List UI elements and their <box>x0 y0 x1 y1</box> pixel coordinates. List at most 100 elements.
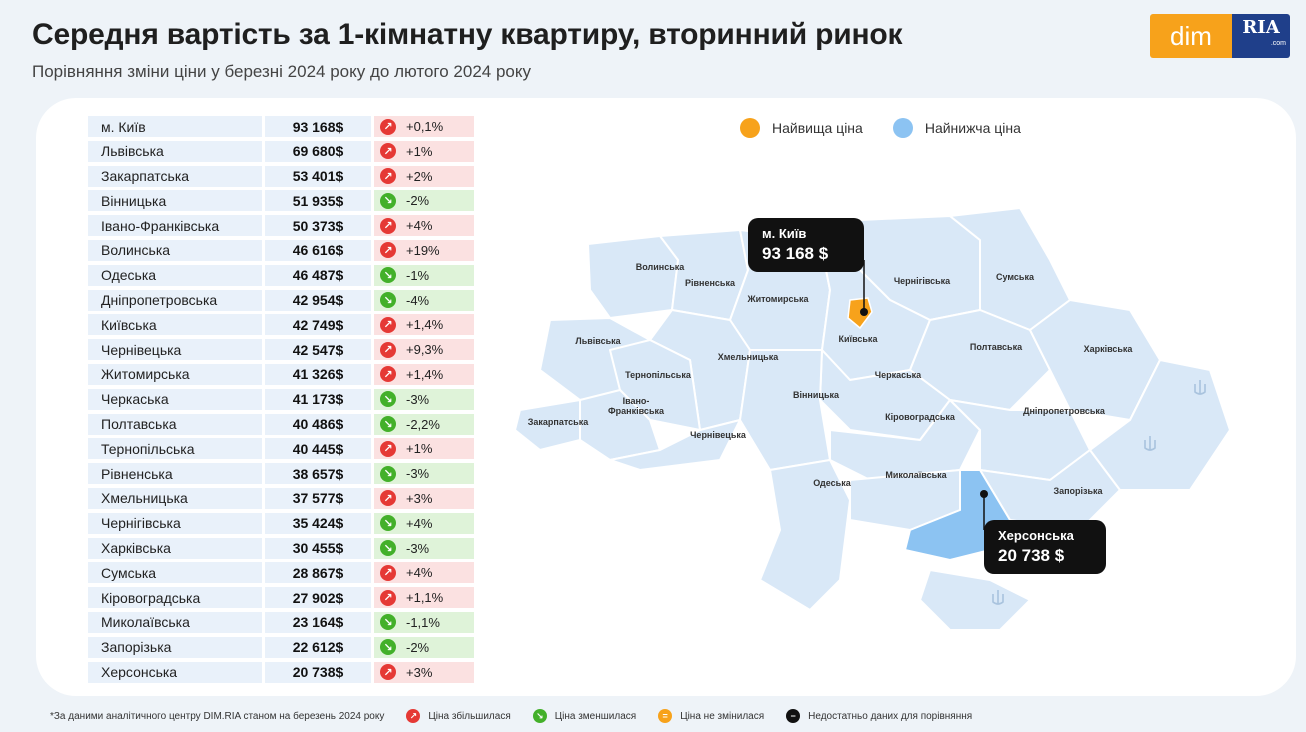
change-value: +1,1% <box>406 590 444 606</box>
region-change: ↘ -4% <box>374 289 474 311</box>
map-label: Сумська <box>996 272 1035 282</box>
region-change: ↗ +1,4% <box>374 363 474 385</box>
arrow-down-icon: ↘ <box>380 391 396 408</box>
change-value: -3% <box>406 466 430 482</box>
trident-icons <box>992 380 1206 605</box>
callout-highest: м. Київ 93 168 $ <box>748 218 864 272</box>
region-price: 37 577$ <box>265 487 371 509</box>
arrow-down-icon: ↘ <box>380 614 396 631</box>
region-price: 40 486$ <box>265 413 371 435</box>
table-row: Хмельницька 37 577$ ↗ +3% <box>88 487 474 509</box>
map-label: Житомирська <box>746 294 809 304</box>
region-name: Черкаська <box>88 388 262 410</box>
change-value: -2% <box>406 639 430 655</box>
table-row: Тернопільська 40 445$ ↗ +1% <box>88 438 474 460</box>
region-change: ↘ -2% <box>374 190 474 212</box>
map-label: Харківська <box>1084 344 1134 354</box>
map-label: Дніпропетровська <box>1023 406 1106 416</box>
region-price: 23 164$ <box>265 611 371 633</box>
region-name: Волинська <box>88 239 262 261</box>
region-name: Полтавська <box>88 413 262 435</box>
region-change: ↗ +4% <box>374 215 474 237</box>
region-zakarpatska <box>514 399 581 451</box>
region-name: Кіровоградська <box>88 587 262 609</box>
arrow-up-icon: ↗ <box>406 709 421 723</box>
arrow-up-icon: ↗ <box>380 118 396 135</box>
map-label: Миколаївська <box>885 470 947 480</box>
table-row: Закарпатська 53 401$ ↗ +2% <box>88 165 474 187</box>
region-odeska <box>759 459 851 611</box>
arrow-up-icon: ↗ <box>380 440 396 457</box>
footer-note: *За даними аналітичного центру DIM.RIA с… <box>50 710 385 722</box>
table-row: Чернігівська 35 424$ ↘ +4% <box>88 512 474 534</box>
region-change: ↘ -2,2% <box>374 413 474 435</box>
region-volynska <box>587 235 679 319</box>
blue-dot-icon <box>892 118 913 138</box>
map-label: Одеська <box>813 478 851 488</box>
arrow-down-icon: ↘ <box>380 465 396 482</box>
legend-highest: Найвища ціна <box>740 118 863 138</box>
arrow-down-icon: ↘ <box>380 292 396 309</box>
change-value: +3% <box>406 664 433 680</box>
price-table: м. Київ 93 168$ ↗ +0,1% Львівська 69 680$ ↗ +1%… <box>88 116 474 686</box>
region-change: ↗ +3% <box>374 487 474 509</box>
region-price: 69 680$ <box>265 140 371 162</box>
kyiv-pointer-dot <box>860 308 868 316</box>
table-row: Кіровоградська 27 902$ ↗ +1,1% <box>88 587 474 609</box>
map-label: Вінницька <box>793 390 840 400</box>
arrow-up-icon: ↗ <box>380 341 396 358</box>
change-value: -1,1% <box>406 614 440 630</box>
region-change: ↗ +1,1% <box>374 587 474 609</box>
region-change: ↗ +2% <box>374 165 474 187</box>
change-value: -1% <box>406 267 430 283</box>
footer-legend: *За даними аналітичного центру DIM.RIA с… <box>50 709 972 723</box>
region-change: ↗ +9,3% <box>374 339 474 361</box>
region-name: Київська <box>88 314 262 336</box>
arrow-down-icon: ↘ <box>380 639 396 656</box>
region-price: 28 867$ <box>265 562 371 584</box>
arrow-down-icon: ↘ <box>380 416 396 433</box>
callout-lowest-name: Херсонська <box>998 528 1074 543</box>
arrow-up-icon: ↗ <box>380 242 396 259</box>
callout-highest-name: м. Київ <box>762 226 807 241</box>
region-name: Чернівецька <box>88 339 262 361</box>
dim-ria-logo[interactable]: dim RIA .com <box>1150 14 1290 58</box>
map-label: Чернігівська <box>894 276 951 286</box>
region-price: 27 902$ <box>265 587 371 609</box>
region-change: ↘ -3% <box>374 388 474 410</box>
map-label: Закарпатська <box>528 417 589 427</box>
page-title: Середня вартість за 1-кімнатну квартиру,… <box>32 18 903 51</box>
table-row: Запорізька 22 612$ ↘ -2% <box>88 636 474 658</box>
region-change: ↘ -1% <box>374 264 474 286</box>
arrow-up-icon: ↗ <box>380 490 396 507</box>
region-change: ↗ +1% <box>374 438 474 460</box>
table-row: Миколаївська 23 164$ ↘ -1,1% <box>88 611 474 633</box>
table-row: Львівська 69 680$ ↗ +1% <box>88 140 474 162</box>
region-name: Сумська <box>88 562 262 584</box>
footer-up-label: Ціна збільшилася <box>428 710 511 722</box>
map-label: Київська <box>839 334 879 344</box>
arrow-up-icon: ↗ <box>380 664 396 681</box>
table-row: Харківська 30 455$ ↘ -3% <box>88 537 474 559</box>
region-change: ↗ +3% <box>374 661 474 683</box>
footer-down: ↘ Ціна зменшилася <box>532 709 636 723</box>
equal-icon: = <box>658 709 673 723</box>
table-row: м. Київ 93 168$ ↗ +0,1% <box>88 116 474 137</box>
region-price: 22 612$ <box>265 636 371 658</box>
arrow-down-icon: ↘ <box>380 515 396 532</box>
table-row: Житомирська 41 326$ ↗ +1,4% <box>88 363 474 385</box>
region-price: 20 738$ <box>265 661 371 683</box>
map-label: Франківська <box>608 406 665 416</box>
logo-ria-domain: .com <box>1270 40 1286 47</box>
change-value: +3% <box>406 490 433 506</box>
change-value: -3% <box>406 540 430 556</box>
region-price: 30 455$ <box>265 537 371 559</box>
region-price: 41 326$ <box>265 363 371 385</box>
page-subtitle: Порівняння зміни ціни у березні 2024 рок… <box>32 62 531 81</box>
change-value: -4% <box>406 292 430 308</box>
change-value: +19% <box>406 242 440 258</box>
kherson-pointer-dot <box>980 490 988 498</box>
change-value: +0,1% <box>406 119 444 134</box>
region-price: 42 749$ <box>265 314 371 336</box>
region-price: 93 168$ <box>265 116 371 137</box>
